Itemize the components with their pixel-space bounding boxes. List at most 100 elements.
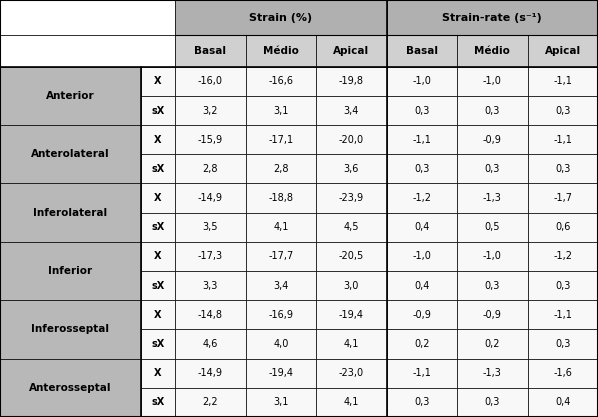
- Bar: [175, 271, 246, 300]
- Text: -14,9: -14,9: [198, 368, 223, 378]
- Text: -17,1: -17,1: [269, 135, 294, 145]
- Text: Inferolateral: Inferolateral: [33, 208, 107, 218]
- Text: 0,3: 0,3: [555, 164, 570, 174]
- Bar: [175, 0, 386, 35]
- Bar: [316, 213, 386, 242]
- Bar: [0, 0, 175, 35]
- Bar: [527, 35, 598, 67]
- Text: Apical: Apical: [333, 46, 370, 56]
- Text: -1,6: -1,6: [553, 368, 572, 378]
- Text: -14,8: -14,8: [198, 310, 223, 320]
- Text: 0,4: 0,4: [414, 281, 429, 291]
- Bar: [175, 35, 246, 67]
- Text: sX: sX: [151, 222, 164, 232]
- Text: 3,4: 3,4: [344, 106, 359, 116]
- Bar: [527, 359, 598, 388]
- Text: -19,8: -19,8: [339, 76, 364, 86]
- Bar: [175, 125, 246, 154]
- Bar: [141, 154, 175, 183]
- Text: 3,1: 3,1: [273, 106, 289, 116]
- Text: -14,9: -14,9: [198, 193, 223, 203]
- Bar: [457, 388, 527, 417]
- Text: X: X: [154, 193, 161, 203]
- Bar: [316, 154, 386, 183]
- Text: 4,0: 4,0: [273, 339, 289, 349]
- Bar: [386, 388, 457, 417]
- Text: 2,2: 2,2: [203, 397, 218, 407]
- Bar: [246, 271, 316, 300]
- Bar: [457, 96, 527, 125]
- Text: -1,0: -1,0: [413, 76, 431, 86]
- Text: X: X: [154, 251, 161, 261]
- Bar: [316, 329, 386, 359]
- Text: -1,1: -1,1: [553, 76, 572, 86]
- Text: -1,1: -1,1: [553, 310, 572, 320]
- Bar: [386, 271, 457, 300]
- Bar: [175, 67, 246, 96]
- Text: 4,6: 4,6: [203, 339, 218, 349]
- Text: 0,3: 0,3: [414, 164, 429, 174]
- Text: -23,0: -23,0: [339, 368, 364, 378]
- Bar: [457, 154, 527, 183]
- Text: 3,5: 3,5: [203, 222, 218, 232]
- Bar: [457, 183, 527, 213]
- Bar: [246, 242, 316, 271]
- Bar: [141, 271, 175, 300]
- Bar: [246, 35, 316, 67]
- Bar: [175, 329, 246, 359]
- Bar: [246, 67, 316, 96]
- Text: 3,0: 3,0: [344, 281, 359, 291]
- Bar: [316, 242, 386, 271]
- Text: 0,3: 0,3: [484, 397, 500, 407]
- Bar: [457, 329, 527, 359]
- Bar: [457, 35, 527, 67]
- Text: Strain (%): Strain (%): [249, 13, 313, 23]
- Bar: [175, 213, 246, 242]
- Text: 0,3: 0,3: [414, 106, 429, 116]
- Text: -23,9: -23,9: [339, 193, 364, 203]
- Text: -1,3: -1,3: [483, 368, 502, 378]
- Bar: [386, 67, 457, 96]
- Text: sX: sX: [151, 339, 164, 349]
- Text: -1,0: -1,0: [483, 251, 502, 261]
- Bar: [386, 300, 457, 329]
- Bar: [386, 329, 457, 359]
- Bar: [246, 96, 316, 125]
- Bar: [141, 125, 175, 154]
- Bar: [386, 125, 457, 154]
- Bar: [527, 271, 598, 300]
- Text: 0,4: 0,4: [555, 397, 570, 407]
- Text: Inferior: Inferior: [48, 266, 92, 276]
- Text: sX: sX: [151, 281, 164, 291]
- Bar: [246, 213, 316, 242]
- Bar: [175, 300, 246, 329]
- Text: Médio: Médio: [263, 46, 299, 56]
- Text: 2,8: 2,8: [273, 164, 289, 174]
- Text: -1,0: -1,0: [483, 76, 502, 86]
- Bar: [527, 329, 598, 359]
- Text: -0,9: -0,9: [413, 310, 431, 320]
- Text: 0,3: 0,3: [414, 397, 429, 407]
- Text: -0,9: -0,9: [483, 310, 502, 320]
- Bar: [175, 359, 246, 388]
- Bar: [316, 388, 386, 417]
- Bar: [386, 213, 457, 242]
- Text: -20,5: -20,5: [338, 251, 364, 261]
- Bar: [527, 183, 598, 213]
- Bar: [457, 271, 527, 300]
- Bar: [386, 242, 457, 271]
- Bar: [141, 96, 175, 125]
- Bar: [386, 359, 457, 388]
- Text: -19,4: -19,4: [269, 368, 294, 378]
- Text: -17,7: -17,7: [269, 251, 294, 261]
- Text: 0,3: 0,3: [484, 164, 500, 174]
- Text: 0,5: 0,5: [484, 222, 500, 232]
- Bar: [0, 35, 175, 67]
- Text: 0,3: 0,3: [555, 281, 570, 291]
- Text: Apical: Apical: [545, 46, 581, 56]
- Text: 4,1: 4,1: [344, 397, 359, 407]
- Text: 2,8: 2,8: [203, 164, 218, 174]
- Bar: [175, 388, 246, 417]
- Bar: [316, 35, 386, 67]
- Text: 4,1: 4,1: [273, 222, 289, 232]
